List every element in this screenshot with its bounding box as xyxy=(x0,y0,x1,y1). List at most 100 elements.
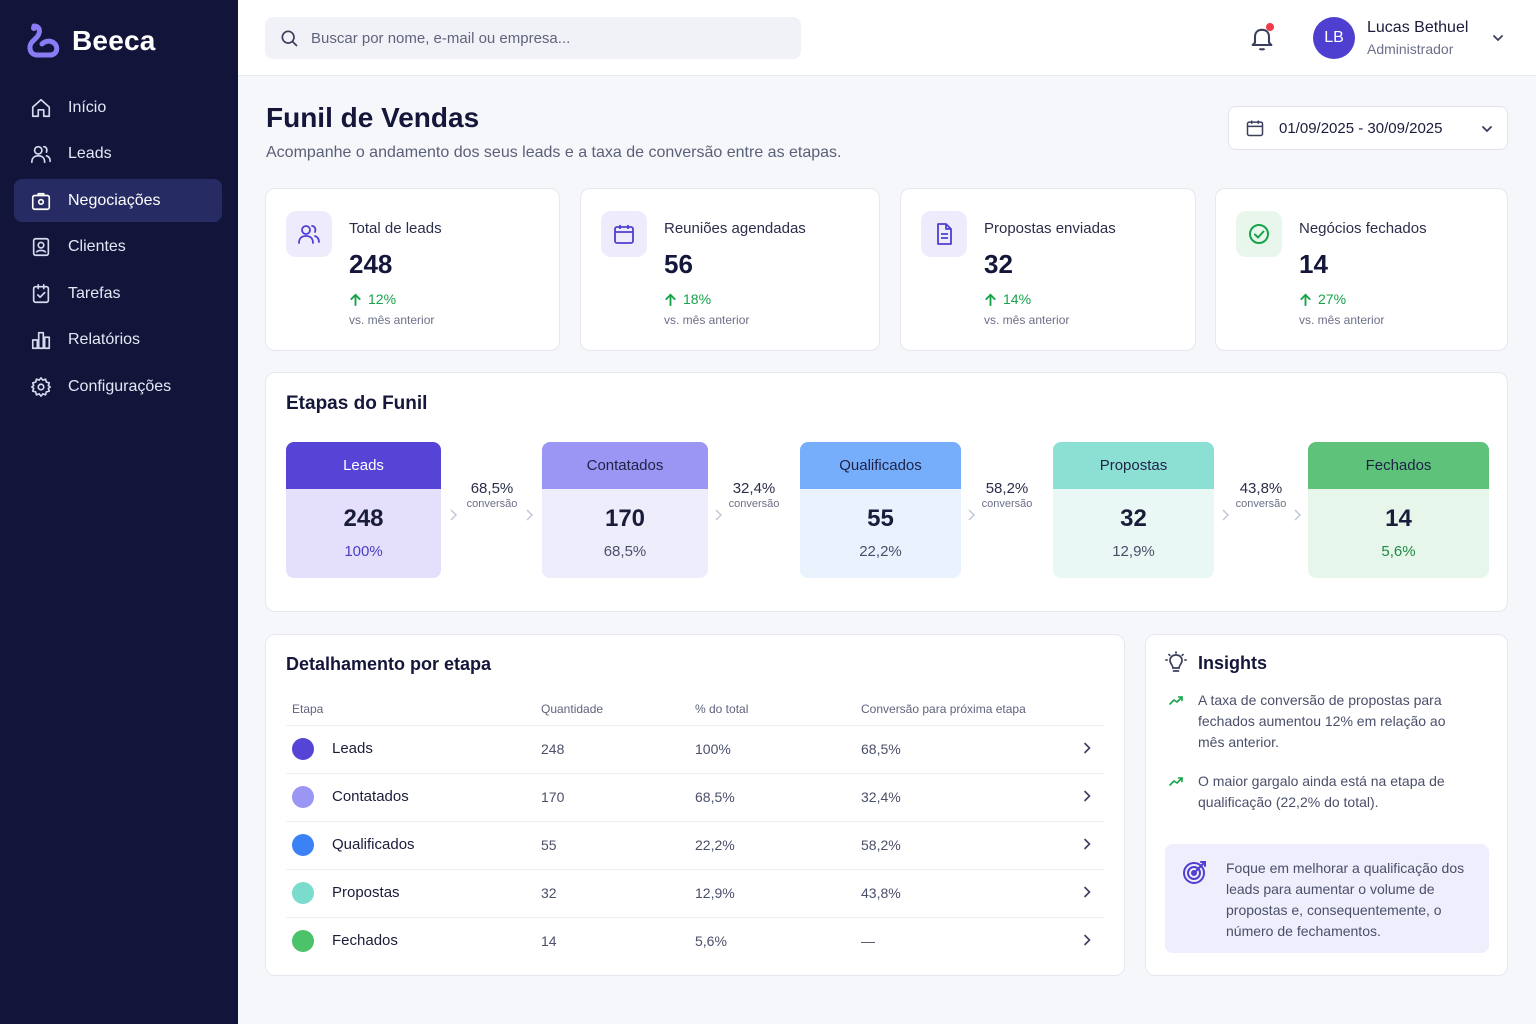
chevron-right-icon[interactable] xyxy=(1080,789,1094,803)
brand-name: Beeca xyxy=(72,25,156,56)
sidebar-item-tarefas[interactable]: Tarefas xyxy=(14,272,222,315)
page-subtitle: Acompanhe o andamento dos seus leads e a… xyxy=(266,144,842,161)
beeca-logo-icon xyxy=(27,23,60,58)
stat-delta: 12% xyxy=(349,291,396,307)
stage-body: 32 12,9% xyxy=(1053,489,1214,578)
table-row[interactable]: Fechados 14 5,6% — xyxy=(286,917,1104,965)
stat-card-propostas: Propostas enviadas 32 14% vs. mês anteri… xyxy=(900,188,1196,351)
table-header-row: Etapa Quantidade % do total Conversão pa… xyxy=(286,694,1104,726)
chevron-right-icon[interactable] xyxy=(1080,741,1094,755)
row-action-cell[interactable] xyxy=(1074,917,1104,965)
insight-text: A taxa de conversão de propostas para fe… xyxy=(1198,692,1446,750)
chevron-right-icon xyxy=(715,509,723,521)
stat-delta-value: 12% xyxy=(368,291,397,307)
table-row[interactable]: Leads 248 100% 68,5% xyxy=(286,725,1104,774)
chart-icon xyxy=(31,331,51,350)
chevron-right-icon xyxy=(1222,509,1230,521)
stage-pct: 12,9% xyxy=(1112,543,1155,560)
chevron-right-icon[interactable] xyxy=(1080,837,1094,851)
trend-up-icon xyxy=(1169,777,1183,786)
sidebar-item-negociacoes[interactable]: Negociações xyxy=(14,179,222,222)
chevron-right-icon[interactable] xyxy=(1080,885,1094,899)
stat-value: 14 xyxy=(1299,249,1328,279)
conv-cell: 43,8% xyxy=(855,869,1074,918)
row-action-cell[interactable] xyxy=(1074,869,1104,918)
insights-title: Insights xyxy=(1198,652,1268,673)
sidebar-item-leads[interactable]: Leads xyxy=(14,133,222,176)
details-table: Etapa Quantidade % do total Conversão pa… xyxy=(286,694,1104,965)
column-header: Quantidade xyxy=(535,694,689,726)
sidebar-item-clientes[interactable]: Clientes xyxy=(14,226,222,269)
stage-name: Leads xyxy=(332,739,373,757)
chevron-right-icon xyxy=(450,509,458,521)
row-action-cell[interactable] xyxy=(1074,725,1104,774)
date-range-picker[interactable]: 01/09/2025 - 30/09/2025 xyxy=(1228,106,1508,150)
date-range-text: 01/09/2025 - 30/09/2025 xyxy=(1279,119,1443,137)
stage-head: Propostas xyxy=(1053,442,1214,489)
stat-note: vs. mês anterior xyxy=(664,313,750,327)
row-action-cell[interactable] xyxy=(1074,821,1104,870)
funnel-stage-leads[interactable]: Leads 248 100% xyxy=(286,442,441,578)
arrow-up-icon xyxy=(1300,293,1311,306)
search-box[interactable] xyxy=(265,17,801,59)
conversion-label: conversão xyxy=(981,498,1033,510)
avatar[interactable]: LB xyxy=(1313,17,1355,59)
user-name: Lucas Bethuel xyxy=(1367,19,1469,36)
stage-head: Qualificados xyxy=(800,442,961,489)
table-row[interactable]: Contatados 170 68,5% 32,4% xyxy=(286,773,1104,822)
row-action-cell[interactable] xyxy=(1074,773,1104,822)
stage-pct: 100% xyxy=(344,543,383,560)
sidebar-item-label: Leads xyxy=(68,145,112,162)
chevron-right-icon[interactable] xyxy=(1080,933,1094,947)
document-icon xyxy=(937,223,952,245)
conversion-value: 68,5% xyxy=(470,480,514,497)
sidebar-item-label: Tarefas xyxy=(68,284,121,302)
notifications-button[interactable] xyxy=(1248,23,1276,52)
notification-dot xyxy=(1266,23,1274,31)
stage-color-dot xyxy=(292,786,314,808)
brand[interactable]: Beeca xyxy=(26,22,156,60)
stat-label: Propostas enviadas xyxy=(984,220,1116,237)
insight-tip: Foque em melhorar a qualificação dos lea… xyxy=(1165,844,1489,953)
funnel-stage-propostas[interactable]: Propostas 32 12,9% xyxy=(1053,442,1214,578)
sidebar-item-configuracoes[interactable]: Configurações xyxy=(14,365,222,408)
gear-icon xyxy=(31,376,51,397)
qty-cell: 14 xyxy=(541,933,557,950)
user-role: Administrador xyxy=(1367,41,1454,57)
table-row[interactable]: Propostas 32 12,9% 43,8% xyxy=(286,869,1104,918)
chevron-down-icon[interactable] xyxy=(1490,30,1506,46)
stage-cell: Fechados xyxy=(286,917,535,965)
calendar-icon xyxy=(1246,120,1264,137)
qty-cell: 55 xyxy=(535,821,689,870)
sidebar-item-relatorios[interactable]: Relatórios xyxy=(14,319,222,362)
stat-label: Reuniões agendadas xyxy=(664,220,806,237)
sidebar-item-label: Configurações xyxy=(68,377,172,395)
table-row[interactable]: Qualificados 55 22,2% 58,2% xyxy=(286,821,1104,870)
pct-cell: 22,2% xyxy=(689,821,855,870)
stage-color-dot xyxy=(292,930,314,953)
qty-cell: 32 xyxy=(535,869,689,918)
qty-cell: 170 xyxy=(535,773,689,822)
page-title: Funil de Vendas xyxy=(266,102,480,133)
sidebar-item-inicio[interactable]: Início xyxy=(14,86,222,129)
stat-label: Negócios fechados xyxy=(1299,220,1427,237)
column-header: Conversão para próxima etapa xyxy=(855,694,1074,726)
stat-delta-value: 18% xyxy=(683,291,712,307)
conversion-rate: 32,4% conversão xyxy=(704,480,804,510)
stage-head: Leads xyxy=(286,442,441,489)
funnel-stage-fechados[interactable]: Fechados 14 5,6% xyxy=(1308,442,1489,578)
stage-cell: Qualificados xyxy=(286,821,535,870)
details-title: Detalhamento por etapa xyxy=(286,654,492,674)
insight-item: O maior gargalo ainda está na etapa de q… xyxy=(1168,771,1468,813)
funnel-stage-qualificados[interactable]: Qualificados 55 22,2% xyxy=(800,442,961,578)
stage-cell: Leads xyxy=(286,725,535,774)
conv-cell: 58,2% xyxy=(855,821,1074,870)
column-header: Etapa xyxy=(286,694,535,726)
funnel-stage-contatados[interactable]: Contatados 170 68,5% xyxy=(542,442,708,578)
stage-name: Qualificados xyxy=(332,835,415,853)
pct-cell: 100% xyxy=(689,725,855,774)
conv-cell: 32,4% xyxy=(855,773,1074,822)
home-icon xyxy=(31,98,51,117)
search-input[interactable] xyxy=(311,29,791,47)
arrow-up-icon xyxy=(350,293,361,306)
